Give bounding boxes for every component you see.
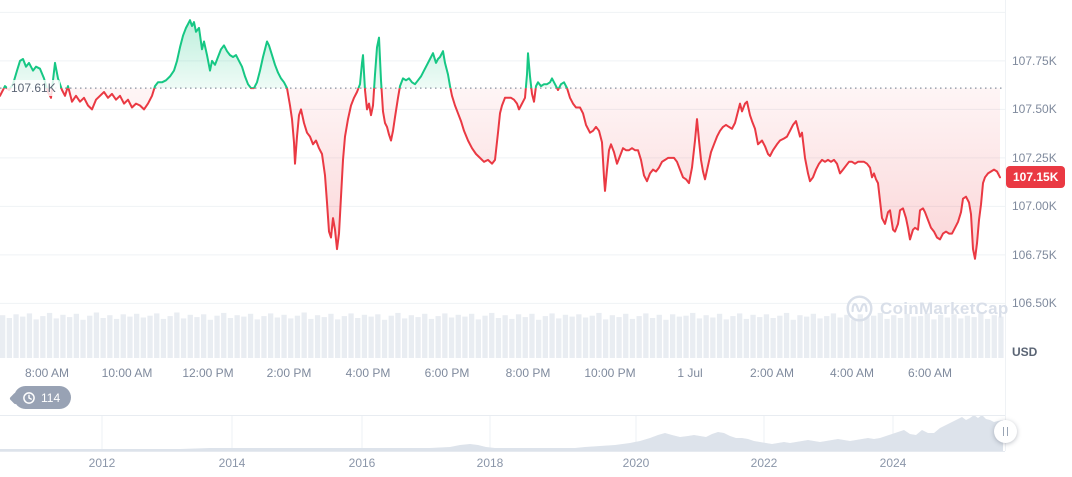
timeline-year-label: 2024 (879, 456, 907, 470)
time-axis-label: 4:00 AM (829, 366, 875, 380)
timeline-year-label: 2018 (476, 456, 504, 470)
price-line-down (0, 88, 1001, 260)
history-count: 114 (41, 390, 61, 405)
drag-handle-icon (1006, 427, 1009, 436)
timeline-year-label: 2016 (348, 456, 376, 470)
timeline-year-label: 2022 (750, 456, 778, 470)
time-axis-label: 8:00 AM (24, 366, 70, 380)
timeline-drag-handle[interactable] (994, 420, 1017, 443)
timeline-area (0, 415, 1003, 451)
open-price-label: 107.61K (7, 80, 60, 96)
time-axis-label: 2:00 AM (749, 366, 795, 380)
timeline-history-area (0, 415, 1003, 451)
area-below-baseline (0, 88, 1000, 259)
timeline-year-label: 2012 (88, 456, 116, 470)
history-badge: 114 (14, 386, 72, 409)
time-axis-label: 10:00 PM (584, 366, 636, 380)
y-axis-label: 106.50K (1012, 296, 1057, 310)
watermark: CoinMarketCap (846, 295, 1009, 322)
y-axis-label: 107.75K (1012, 54, 1057, 68)
time-axis-label: 8:00 PM (505, 366, 551, 380)
time-axis-label: 6:00 PM (424, 366, 470, 380)
area-above-baseline (3, 20, 567, 89)
time-axis-label: 12:00 PM (182, 366, 234, 380)
watermark-text: CoinMarketCap (880, 298, 1009, 318)
price-chart-canvas[interactable] (0, 0, 1005, 360)
time-axis-label: 6:00 AM (907, 366, 953, 380)
time-axis-label: 1 Jul (677, 366, 703, 380)
history-clock-icon (23, 391, 35, 404)
y-axis-label: 106.75K (1012, 248, 1057, 262)
timeline-brush[interactable] (0, 415, 1005, 452)
timeline-year-label: 2020 (622, 456, 650, 470)
volume-bars (0, 312, 1004, 358)
coinmarketcap-logo-icon (846, 295, 873, 322)
drag-handle-icon (1002, 427, 1005, 436)
time-axis-label: 2:00 PM (266, 366, 312, 380)
price-line-up (2, 19, 569, 89)
currency-label: USD (1012, 345, 1038, 359)
time-axis-label: 10:00 AM (101, 366, 153, 380)
timeline-year-label: 2014 (218, 456, 246, 470)
y-axis-label: 107.50K (1012, 102, 1057, 116)
y-axis-label: 107.25K (1012, 151, 1057, 165)
time-axis-label: 4:00 PM (345, 366, 391, 380)
y-axis-label: 107.00K (1012, 199, 1057, 213)
current-price-badge: 107.15K (1006, 166, 1066, 188)
axis-separator (1005, 0, 1006, 451)
